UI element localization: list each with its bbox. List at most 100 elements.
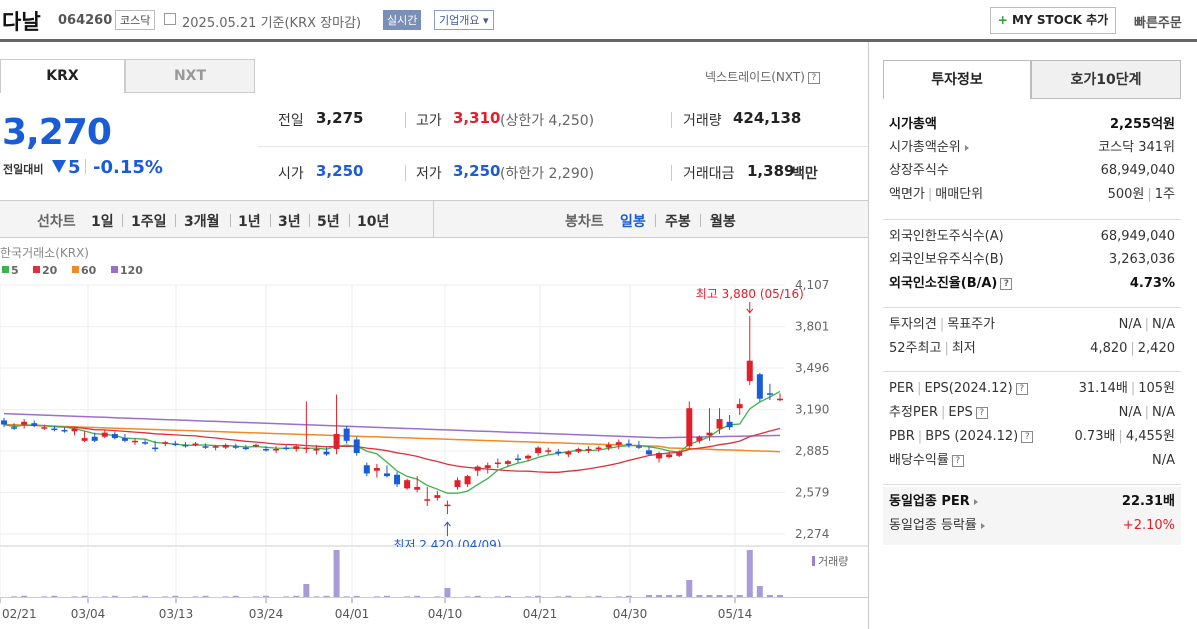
period-1d[interactable]: 1일: [91, 214, 114, 230]
divider: [85, 159, 86, 174]
legend-label-20: 20: [42, 264, 58, 277]
industry-change-row[interactable]: 동일업종 등락률 +2.10%: [889, 518, 1175, 533]
market-cap-rank-row[interactable]: 시가총액순위 코스닥 341위: [889, 140, 1175, 155]
candle: [504, 459, 511, 467]
my-stock-add-button[interactable]: + MY STOCK 추가: [990, 7, 1116, 34]
x-tick-label: 04/30: [613, 607, 648, 621]
period-3m[interactable]: 3개월: [184, 214, 220, 230]
candle: [51, 425, 58, 432]
candle: [474, 465, 481, 477]
candle: [182, 442, 189, 448]
chevron-right-icon: [964, 144, 969, 151]
candle-chart-label: 봉차트: [565, 214, 604, 230]
x-tick-label: 03/04: [71, 607, 106, 621]
high-value: 3,310: [453, 109, 501, 127]
candle: [31, 420, 38, 428]
volume-bar: [656, 595, 663, 598]
candle: [635, 440, 642, 449]
nxt-link[interactable]: 넥스트레이드(NXT)?: [705, 68, 820, 85]
volume-bar: [504, 595, 511, 598]
help-icon[interactable]: ?: [1021, 430, 1034, 443]
industry-per-row[interactable]: 동일업종 PER 22.31배: [889, 494, 1175, 509]
period-1y[interactable]: 1년: [238, 214, 261, 230]
foreign-limit-row: 외국인한도주식수(A) 68,949,040: [889, 229, 1175, 244]
help-icon[interactable]: ?: [1015, 382, 1028, 395]
tab-investment-info[interactable]: 투자정보: [883, 60, 1031, 99]
tab-order-book[interactable]: 호가10단계: [1031, 60, 1181, 99]
volume-bar: [666, 595, 673, 598]
period-daily[interactable]: 일봉: [620, 214, 646, 230]
candle: [21, 419, 28, 429]
volume-bar: [746, 550, 753, 598]
period-weekly[interactable]: 주봉: [665, 214, 691, 230]
divider: [868, 42, 869, 629]
divider: [270, 214, 271, 227]
period-monthly[interactable]: 월봉: [710, 214, 736, 230]
x-tick-label: 03/24: [249, 607, 284, 621]
ma-legend: 5 20 60 120: [2, 264, 143, 277]
legend-label-120: 120: [120, 264, 143, 277]
candle: [676, 450, 683, 458]
volume-bar: [716, 595, 723, 598]
x-tick-label: 05/14: [718, 607, 753, 621]
volume-chart: 거래량: [0, 548, 848, 598]
divider: [433, 200, 434, 238]
candlestick-chart[interactable]: 한국거래소(KRX) 5 20 60 120 4,107 3,801 3,496 3,190…: [0, 242, 868, 547]
tab-krx[interactable]: KRX: [0, 59, 125, 93]
candle: [61, 427, 68, 433]
y-tick-label: 3,801: [795, 320, 829, 334]
candle: [222, 443, 229, 449]
candle: [283, 444, 290, 451]
period-3y[interactable]: 3년: [278, 214, 301, 230]
candle: [535, 446, 542, 456]
candle: [263, 446, 270, 452]
candle: [726, 415, 733, 430]
low-value: 3,250: [453, 162, 501, 180]
candle: [766, 383, 773, 401]
candle: [545, 447, 552, 455]
candle: [192, 442, 199, 447]
x-tick-label: 04/01: [335, 607, 370, 621]
period-bar: [0, 200, 868, 238]
divider: [655, 214, 656, 227]
period-10y[interactable]: 10년: [357, 214, 390, 230]
help-icon[interactable]: ?: [1000, 277, 1013, 290]
chart-annotations: 최고 3,880 (05/16) 최저 2,420 (04/09): [393, 287, 803, 547]
volume-bar: [111, 595, 118, 598]
realtime-button[interactable]: 실시간: [383, 10, 422, 30]
volume-bar: [293, 595, 300, 598]
candle: [444, 500, 451, 515]
fast-order-link[interactable]: 빠른주문: [1134, 16, 1182, 31]
y-tick-label: 3,496: [795, 361, 829, 375]
candle: [595, 446, 602, 452]
candle: [625, 439, 632, 448]
volume-bar: [414, 595, 421, 598]
help-icon[interactable]: ?: [951, 454, 964, 467]
help-icon[interactable]: ?: [975, 406, 988, 419]
company-overview-button[interactable]: 기업개요 ▾: [434, 10, 494, 30]
period-1w[interactable]: 1주일: [131, 214, 167, 230]
low-annotation: 최저 2,420 (04/09): [393, 538, 501, 547]
candle: [555, 448, 562, 456]
change-percent: -0.15%: [93, 157, 163, 178]
candle: [656, 451, 663, 463]
volume-bar: [353, 595, 360, 598]
open-value: 3,250: [316, 162, 364, 180]
candle: [746, 315, 753, 386]
par-value-row: 액면가 | 매매단위 500원 | 1주: [889, 187, 1175, 202]
volume-bar: [686, 580, 693, 598]
candle: [71, 427, 78, 436]
candle: [394, 472, 401, 487]
help-icon[interactable]: ?: [807, 71, 820, 84]
volume-bar: [777, 595, 783, 598]
candle: [615, 439, 622, 449]
divider: [405, 112, 406, 128]
up-arrow-icon: [444, 521, 451, 537]
ma-60-line: [3, 423, 781, 453]
current-price: 3,270: [2, 112, 112, 153]
period-5y[interactable]: 5년: [317, 214, 340, 230]
chart-title: 한국거래소(KRX): [0, 246, 89, 260]
candle: [323, 447, 330, 456]
tab-nxt[interactable]: NXT: [125, 59, 255, 93]
candle: [232, 443, 239, 449]
